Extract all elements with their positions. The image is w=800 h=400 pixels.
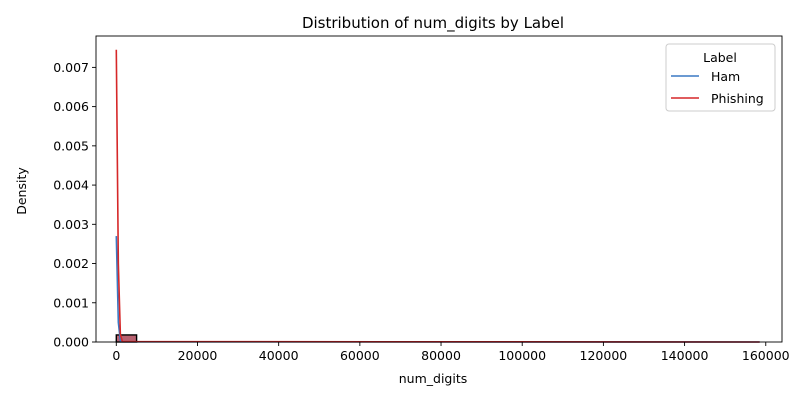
x-tick-label: 0 bbox=[112, 348, 120, 363]
x-tick-label: 100000 bbox=[498, 348, 546, 363]
axes: 0 20000 40000 60000 80000 100000 120000 140000 1… bbox=[53, 35, 790, 363]
y-tick-label: 0.001 bbox=[53, 295, 89, 310]
legend-label-phishing: Phishing bbox=[711, 91, 764, 106]
x-axis-label: num_digits bbox=[399, 371, 468, 386]
x-tick-label: 160000 bbox=[742, 348, 790, 363]
axes-frame bbox=[95, 35, 783, 343]
y-tick-label: 0.000 bbox=[53, 335, 89, 350]
y-tick-label: 0.003 bbox=[53, 217, 89, 232]
x-tick-label: 20000 bbox=[178, 348, 218, 363]
y-tick-label: 0.006 bbox=[53, 99, 89, 114]
chart-title: Distribution of num_digits by Label bbox=[302, 14, 564, 33]
x-tick-label: 60000 bbox=[340, 348, 380, 363]
y-tick-label: 0.007 bbox=[53, 60, 89, 75]
y-tick-label: 0.002 bbox=[53, 256, 89, 271]
x-tick-label: 80000 bbox=[421, 348, 461, 363]
plot-area bbox=[115, 49, 760, 343]
legend: Label Ham Phishing bbox=[665, 43, 776, 112]
y-tick-label: 0.005 bbox=[53, 138, 89, 153]
x-tick-label: 140000 bbox=[661, 348, 709, 363]
density-line-phishing bbox=[115, 49, 760, 343]
density-line-ham bbox=[115, 236, 760, 343]
legend-label-ham: Ham bbox=[711, 69, 740, 84]
x-tick-label: 120000 bbox=[580, 348, 628, 363]
legend-box bbox=[665, 43, 776, 112]
y-tick-label: 0.004 bbox=[53, 178, 89, 193]
y-axis-label: Density bbox=[14, 167, 29, 215]
legend-title: Label bbox=[703, 50, 737, 65]
x-tick-label: 40000 bbox=[259, 348, 299, 363]
